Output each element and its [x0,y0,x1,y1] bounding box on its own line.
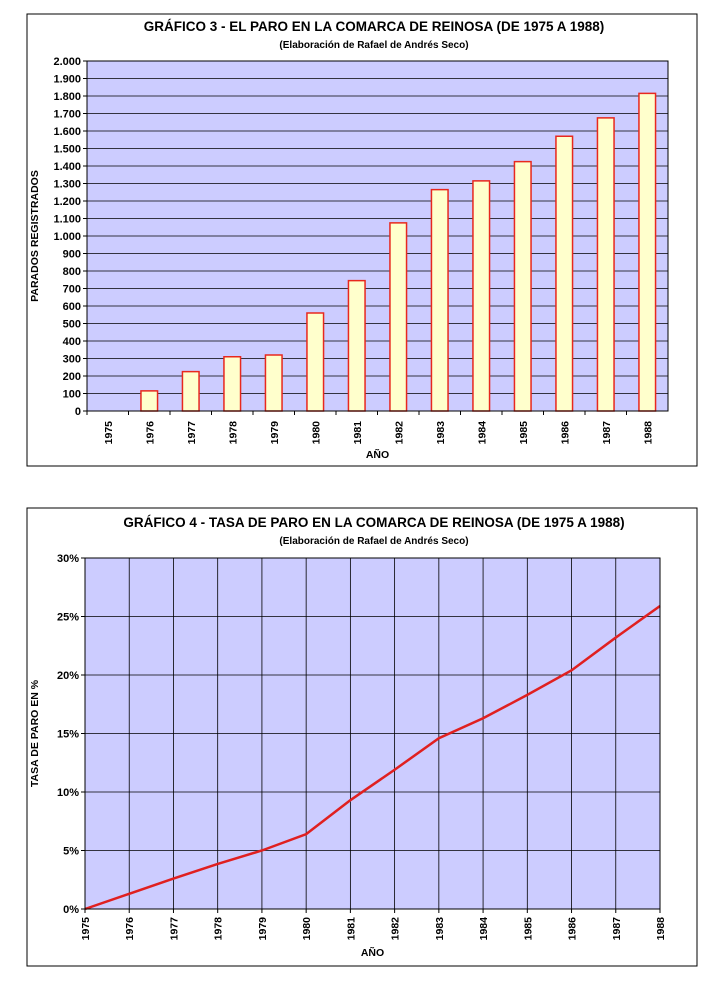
bar [513,160,532,412]
bar [389,222,408,412]
y-tick-label: 1.800 [53,91,81,103]
y-tick-label: 0% [63,904,79,916]
x-tick-label: 1979 [269,421,281,445]
y-tick-label: 1.500 [53,144,81,156]
y-tick-label: 800 [63,266,81,278]
y-tick-label: 700 [63,284,81,296]
y-tick-label: 900 [63,249,81,261]
x-tick-label: 1985 [518,421,530,445]
y-tick-label: 10% [57,787,79,799]
y-axis-label: PARADOS REGISTRADOS [29,170,41,302]
y-tick-label: 1.300 [53,179,81,191]
y-tick-label: 1.400 [53,161,81,173]
bar [638,92,657,412]
x-tick-label: 1979 [257,917,269,941]
x-tick-label: 1986 [559,421,571,445]
x-tick-label: 1980 [310,421,322,445]
line [84,604,661,911]
x-axis-label: AÑO [366,448,389,461]
y-tick-label: 100 [63,389,81,401]
x-tick-label: 1975 [103,421,115,445]
x-tick-label: 1986 [567,917,579,941]
x-tick-label: 1978 [227,421,239,445]
x-tick-label: 1977 [168,917,180,941]
x-tick-label: 1983 [434,917,446,941]
x-tick-label: 1978 [213,917,225,941]
x-tick-label: 1988 [642,421,654,445]
y-axis-label: TASA DE PARO EN % [29,679,41,787]
y-tick-label: 300 [63,354,81,366]
y-tick-label: 0 [75,406,81,418]
y-tick-label: 20% [57,670,79,682]
bar [555,135,574,412]
y-tick-label: 1.700 [53,109,81,121]
x-tick-label: 1988 [655,917,667,941]
x-tick-label: 1981 [352,421,364,445]
chart-subtitle: (Elaboración de Rafael de Andrés Seco) [279,40,468,51]
bar [596,117,615,412]
x-tick-label: 1987 [601,421,613,445]
x-axis-label: AÑO [361,946,384,959]
plot-border [86,60,669,412]
y-tick-label: 1.100 [53,214,81,226]
x-tick-label: 1982 [390,917,402,941]
bar [347,279,366,412]
y-tick-label: 1.600 [53,126,81,138]
x-tick-label: 1982 [393,421,405,445]
y-tick-label: 1.200 [53,196,81,208]
x-tick-label: 1985 [522,917,534,941]
x-tick-label: 1976 [124,917,136,941]
y-tick-label: 500 [63,319,81,331]
x-tick-label: 1984 [476,421,488,445]
y-tick-label: 1.900 [53,74,81,86]
x-tick-label: 1981 [345,917,357,941]
bar [306,312,325,412]
y-tick-label: 5% [63,846,79,858]
x-tick-label: 1976 [144,421,156,445]
x-tick-label: 1984 [478,917,490,941]
y-tick-label: 30% [57,553,79,565]
bar [223,356,242,412]
y-tick-label: 2.000 [53,56,81,68]
x-tick-label: 1977 [186,421,198,445]
chart-title: GRÁFICO 4 - TASA DE PARO EN LA COMARCA D… [123,515,624,530]
y-tick-label: 15% [57,729,79,741]
bar [140,390,159,412]
bar [264,354,283,412]
bar [181,370,200,412]
bar [472,180,491,412]
chart-title: GRÁFICO 3 - EL PARO EN LA COMARCA DE REI… [144,19,605,34]
x-tick-label: 1975 [80,917,92,941]
plot-border [84,557,661,910]
y-tick-label: 400 [63,336,81,348]
x-tick-label: 1983 [435,421,447,445]
y-tick-label: 600 [63,301,81,313]
x-tick-label: 1980 [301,917,313,941]
x-tick-label: 1987 [611,917,623,941]
y-tick-label: 1.000 [53,231,81,243]
bar [430,188,449,412]
chart-subtitle: (Elaboración de Rafael de Andrés Seco) [279,536,468,547]
y-tick-label: 25% [57,612,79,624]
y-tick-label: 200 [63,371,81,383]
